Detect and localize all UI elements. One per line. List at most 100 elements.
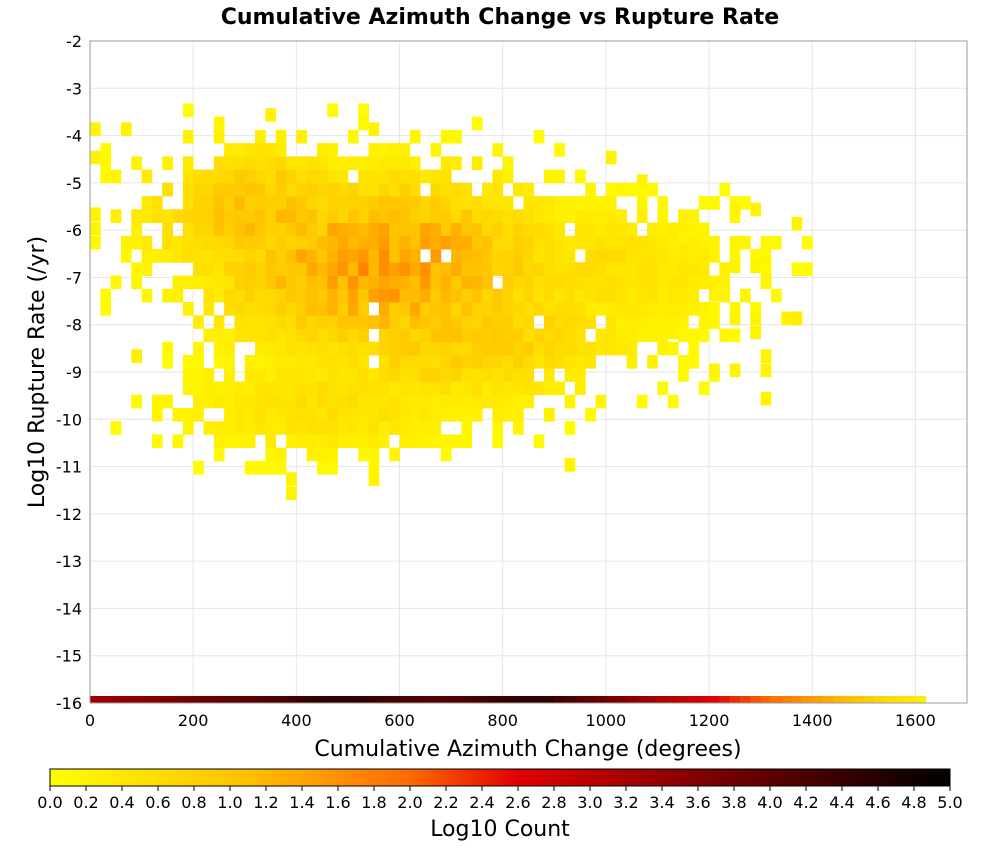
heatmap-cell (172, 288, 184, 303)
heatmap-cell (523, 341, 535, 356)
heatmap-cell-outlier (564, 458, 576, 472)
heatmap-cell (543, 302, 555, 316)
heatmap-cell (182, 249, 194, 263)
heatmap-cell (409, 407, 421, 422)
y-tick-label: -5 (66, 174, 82, 193)
heatmap-cell (224, 143, 235, 157)
heatmap-cell (213, 447, 225, 462)
heatmap-cell (399, 249, 411, 263)
heatmap-cell (409, 394, 421, 409)
heatmap-cell-outlier (791, 216, 803, 231)
heatmap-cell (430, 407, 442, 422)
heatmap-cell (193, 196, 204, 210)
heatmap-cell (193, 407, 204, 422)
heatmap-cell (275, 182, 287, 197)
heatmap-cell (492, 394, 504, 409)
heatmap-cell (533, 262, 545, 276)
heatmap-cell (709, 275, 720, 290)
heatmap-cell (533, 434, 545, 449)
heatmap-cell (513, 421, 524, 435)
heatmap-cell (523, 275, 535, 290)
heatmap-cell (286, 315, 297, 329)
heatmap-cell (337, 381, 349, 396)
heatmap-cell (543, 262, 555, 276)
heatmap-cell (409, 196, 421, 210)
heatmap-cell (244, 302, 256, 316)
heatmap-cell (172, 434, 184, 449)
heatmap-cell-outlier (678, 231, 689, 245)
heatmap-cell (492, 302, 504, 316)
heatmap-cell (420, 315, 431, 329)
marginal-strip-cell (657, 696, 669, 703)
marginal-strip-cell (244, 696, 256, 703)
heatmap-cell (141, 169, 153, 184)
heatmap-cell (327, 421, 339, 435)
heatmap-cell (492, 182, 504, 197)
heatmap-cell (595, 394, 607, 409)
heatmap-cell (213, 196, 225, 210)
heatmap-cell (316, 196, 328, 210)
heatmap-cell (574, 262, 586, 276)
heatmap-cell (358, 182, 369, 197)
heatmap-cell (347, 381, 359, 396)
colorbar-tick-label: 4.4 (829, 793, 854, 812)
heatmap-cell-outlier (90, 221, 101, 236)
heatmap-cell (193, 460, 204, 475)
heatmap-cell (358, 262, 369, 276)
heatmap-cell (482, 249, 493, 263)
heatmap-cell (409, 235, 421, 250)
heatmap-cell (389, 143, 400, 157)
heatmap-cell (492, 421, 504, 435)
heatmap-cell (585, 196, 596, 210)
heatmap-cell (461, 302, 473, 316)
heatmap-cell (141, 235, 153, 250)
y-tick-label: -16 (56, 694, 82, 713)
colorbar-tick-label: 0.6 (145, 793, 170, 812)
heatmap-cell (327, 407, 339, 422)
heatmap-cell (482, 381, 493, 396)
heatmap-cell (275, 235, 287, 250)
marginal-strip-cell (781, 696, 792, 703)
heatmap-cell (389, 381, 400, 396)
heatmap-cell (492, 169, 504, 184)
heatmap-cell (554, 288, 566, 303)
heatmap-cell (224, 434, 235, 449)
heatmap-cell (709, 196, 720, 210)
colorbar-tick-label: 4.6 (865, 793, 890, 812)
heatmap-cell (316, 394, 328, 409)
heatmap-cell (162, 209, 173, 223)
heatmap-cell (585, 262, 596, 276)
heatmap-cell (358, 328, 369, 343)
heatmap-cell (430, 302, 442, 316)
heatmap-cell (564, 262, 576, 276)
heatmap-cell (316, 249, 328, 263)
marginal-strip-cell (203, 696, 215, 703)
heatmap-cell (141, 209, 153, 223)
heatmap-cell (636, 235, 648, 250)
heatmap-cell (265, 315, 277, 329)
heatmap-cell (110, 209, 122, 223)
heatmap-cell (286, 288, 297, 303)
heatmap-cell (224, 288, 235, 303)
heatmap-cell (296, 354, 308, 369)
heatmap-cell (678, 222, 689, 237)
heatmap-cell (543, 328, 555, 343)
heatmap-cell (430, 315, 442, 329)
heatmap-cell (574, 235, 586, 250)
heatmap-cell (244, 196, 256, 210)
heatmap-cell (327, 103, 339, 118)
heatmap-cell (399, 196, 411, 210)
heatmap-cell (234, 421, 246, 435)
heatmap-cell (482, 262, 493, 276)
heatmap-cell (574, 209, 586, 223)
heatmap-cell (358, 275, 369, 290)
heatmap-cell (399, 143, 411, 157)
heatmap-cell (533, 341, 545, 356)
heatmap-cell (626, 249, 638, 263)
heatmap-cell (698, 235, 710, 250)
heatmap-cell (337, 341, 349, 356)
heatmap-cell (265, 460, 277, 475)
heatmap-cell (265, 249, 277, 263)
heatmap-cell (265, 447, 277, 462)
heatmap-cell (471, 116, 483, 131)
